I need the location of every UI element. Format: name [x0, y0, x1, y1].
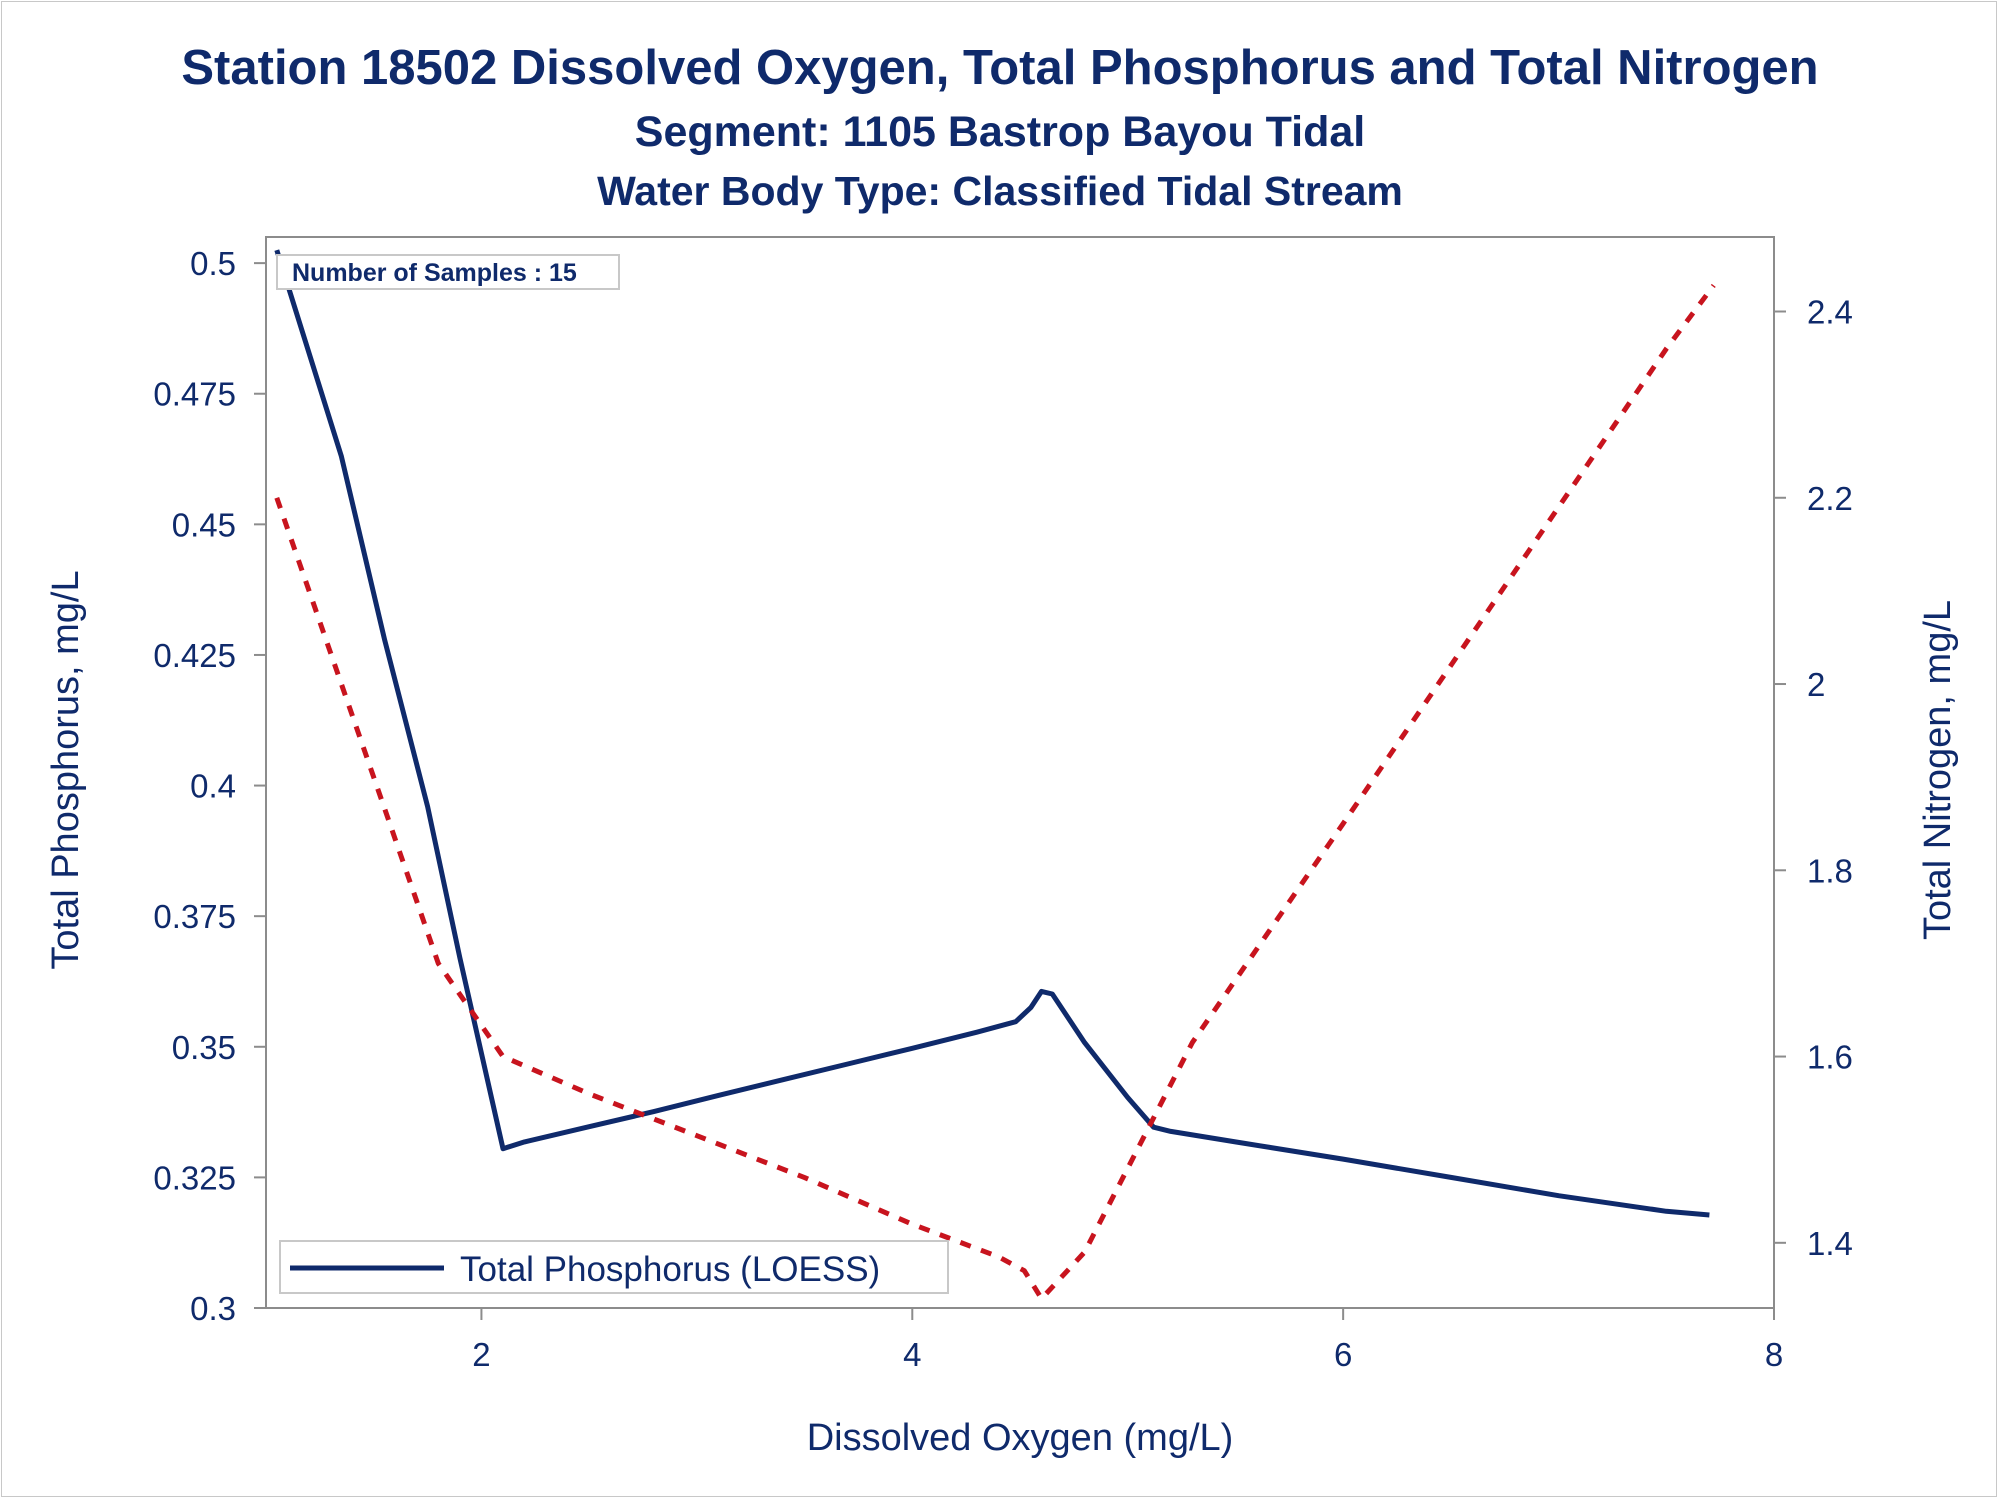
y-axis-label-left: Total Phosphorus, mg/L [45, 570, 87, 969]
y-tick-label-left: 0.425 [153, 637, 236, 674]
series-line-phosphorus [274, 249, 1710, 1218]
sample-count-box [276, 254, 620, 290]
y-tick-label-left: 0.475 [153, 376, 236, 413]
y-tick-label-left: 0.4 [190, 768, 236, 805]
x-tick-label: 8 [1765, 1336, 1783, 1373]
y-tick-label-left: 0.325 [153, 1159, 236, 1196]
y-tick-label-right: 1.8 [1807, 852, 1853, 889]
y-tick-label-right: 1.6 [1807, 1039, 1853, 1076]
y-tick-label-right: 1.4 [1807, 1225, 1853, 1262]
y-tick-label-left: 0.3 [190, 1290, 236, 1327]
x-tick-label: 2 [472, 1336, 490, 1373]
axes: 2 4 6 8 0.3 0.325 0.35 0.375 0.4 0.425 0.45 0.475 0.… [153, 236, 1853, 1373]
x-tick-label: 4 [903, 1336, 921, 1373]
y-tick-label-right: 2 [1807, 666, 1825, 703]
y-tick-label-left: 0.375 [153, 898, 236, 935]
plot-area-border [265, 236, 1775, 1309]
y-tick-label-left: 0.45 [172, 506, 236, 543]
y-tick-label-right: 2.4 [1807, 294, 1853, 331]
series-line-nitrogen [274, 283, 1716, 1302]
y-tick-label-left: 0.5 [190, 245, 236, 282]
chart-subtitle: Segment: 1105 Bastrop Bayou Tidal [634, 108, 1366, 156]
chart-title: Station 18502 Dissolved Oxygen, Total Ph… [181, 41, 1819, 95]
x-tick-label: 6 [1334, 1336, 1352, 1373]
sample-count-text: Number of Samples : 15 [292, 259, 577, 287]
y-tick-label-right: 2.2 [1807, 480, 1853, 517]
series-layer [274, 249, 1716, 1302]
legend-label-phosphorus: Total Phosphorus (LOESS) [460, 1250, 880, 1289]
chart-subtitle-2: Water Body Type: Classified Tidal Stream [597, 168, 1403, 214]
y-axis-label-right: Total Nitrogen, mg/L [1917, 600, 1959, 940]
x-axis-label: Dissolved Oxygen (mg/L) [807, 1417, 1234, 1459]
y-tick-label-left: 0.35 [172, 1029, 236, 1066]
